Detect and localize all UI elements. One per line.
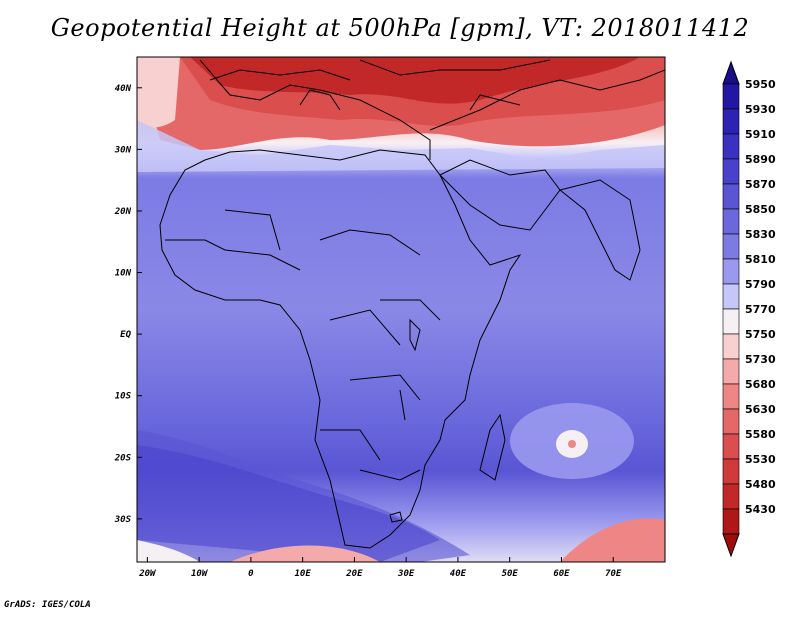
colorbar-swatch xyxy=(722,108,740,135)
lon-tick-label: 30E xyxy=(397,569,415,579)
colorbar-swatch xyxy=(722,133,740,160)
colorbar-level-label: 5890 xyxy=(745,153,776,166)
lat-tick-label: 30S xyxy=(114,515,132,525)
colorbar-top-arrow xyxy=(722,60,740,85)
colorbar-swatch xyxy=(722,283,740,310)
colorbar-swatch xyxy=(722,258,740,285)
colorbar-level-label: 5480 xyxy=(745,478,776,491)
colorbar-swatch xyxy=(722,483,740,510)
lon-tick-label: 10E xyxy=(295,569,312,579)
colorbar-swatch xyxy=(722,333,740,360)
lon-tick-label: 40E xyxy=(450,569,467,579)
latitude-tick-labels: 40N 30N 20N 10N EQ 10S 20S 30S xyxy=(114,84,142,525)
page-title: Geopotential Height at 500hPa [gpm], VT:… xyxy=(50,14,750,42)
colorbar-bottom-arrow xyxy=(722,533,740,558)
colorbar: 5950 5930 5910 5890 5870 5850 5830 5810 5790 5770… xyxy=(722,60,776,558)
lat-tick-label: 40N xyxy=(115,84,132,94)
geopotential-field xyxy=(137,57,665,562)
colorbar-swatch xyxy=(722,308,740,335)
colorbar-level-label: 5630 xyxy=(745,403,776,416)
colorbar-swatch xyxy=(722,408,740,435)
colorbar-swatch xyxy=(722,233,740,260)
lat-tick-label: 20S xyxy=(114,453,132,463)
lat-tick-label: EQ xyxy=(120,330,131,340)
lon-tick-label: 70E xyxy=(605,569,622,579)
colorbar-level-label: 5680 xyxy=(745,378,776,391)
colorbar-level-label: 5790 xyxy=(745,278,776,291)
lon-tick-label: 0 xyxy=(248,569,254,579)
lon-tick-label: 10W xyxy=(191,569,209,579)
colorbar-level-label: 5850 xyxy=(745,203,776,216)
lat-tick-label: 30N xyxy=(114,145,132,155)
coastline-outlines xyxy=(159,59,665,549)
colorbar-swatch xyxy=(722,508,740,535)
colorbar-swatch xyxy=(722,433,740,460)
colorbar-level-label: 5530 xyxy=(745,453,776,466)
colorbar-level-label: 5580 xyxy=(745,428,776,441)
colorbar-swatch xyxy=(722,458,740,485)
colorbar-level-label: 5430 xyxy=(745,503,776,516)
colorbar-swatch xyxy=(722,383,740,410)
lat-tick-label: 20N xyxy=(114,207,132,217)
lat-tick-label: 10S xyxy=(115,392,132,402)
colorbar-swatch xyxy=(722,83,740,110)
colorbar-level-label: 5770 xyxy=(745,303,776,316)
grads-credit: GrADS: IGES/COLA xyxy=(4,600,91,610)
colorbar-swatch xyxy=(722,183,740,210)
lon-tick-label: 60E xyxy=(553,569,570,579)
colorbar-level-label: 5950 xyxy=(745,78,776,91)
lat-tick-label: 10N xyxy=(115,269,132,279)
colorbar-level-label: 5930 xyxy=(745,103,776,116)
longitude-tick-labels: 20W 10W 0 10E 20E 30E 40E 50E 60E 70E xyxy=(138,557,622,579)
colorbar-level-label: 5910 xyxy=(745,128,776,141)
colorbar-level-label: 5750 xyxy=(745,328,776,341)
colorbar-level-label: 5830 xyxy=(745,228,776,241)
lon-tick-label: 20E xyxy=(345,569,363,579)
colorbar-swatch xyxy=(722,358,740,385)
colorbar-swatch xyxy=(722,208,740,235)
lon-tick-label: 20W xyxy=(138,569,157,579)
colorbar-level-label: 5730 xyxy=(745,353,776,366)
map-frame xyxy=(136,56,666,563)
colorbar-swatch xyxy=(722,158,740,185)
colorbar-level-label: 5810 xyxy=(745,253,776,266)
lon-tick-label: 50E xyxy=(502,569,519,579)
colorbar-level-label: 5870 xyxy=(745,178,776,191)
